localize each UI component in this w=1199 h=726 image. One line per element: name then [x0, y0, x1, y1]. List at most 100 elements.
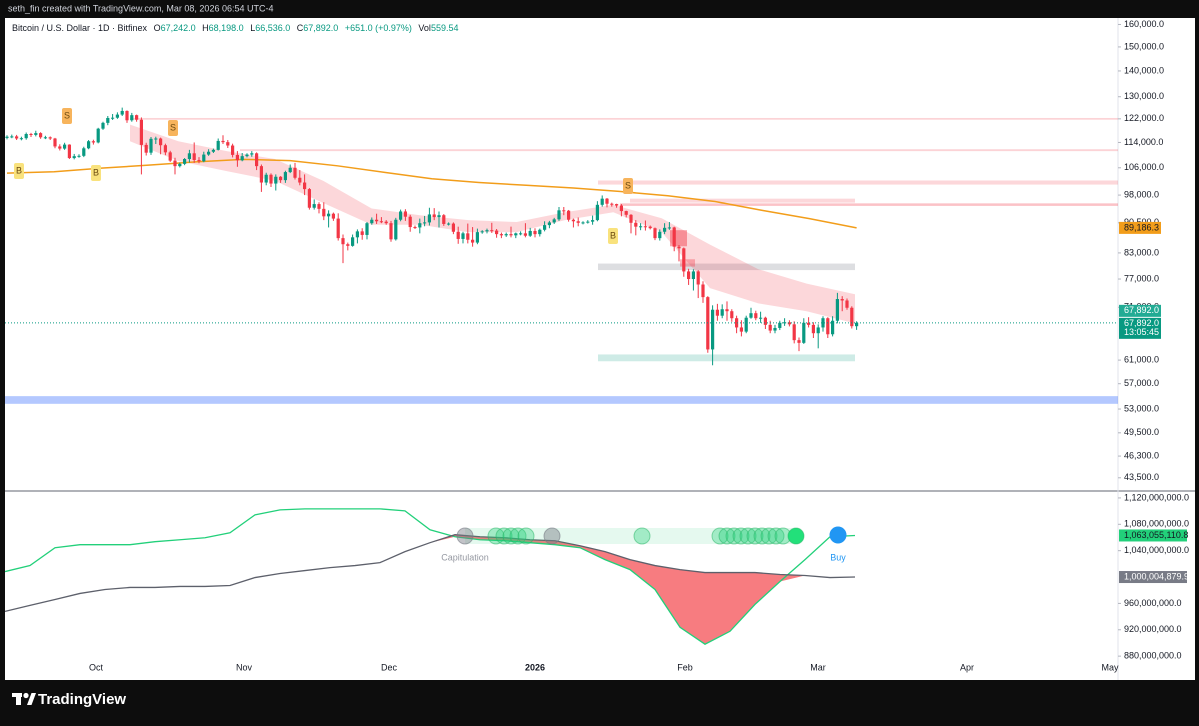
candle-body	[403, 211, 407, 217]
candle-body	[850, 307, 854, 327]
cloud	[130, 124, 855, 324]
candle-body	[226, 142, 230, 146]
candle-body	[485, 230, 489, 232]
candle-body	[499, 234, 503, 236]
candle-body	[235, 154, 239, 161]
candle-body	[495, 230, 499, 235]
candle-body	[739, 327, 743, 332]
candle-body	[475, 232, 479, 243]
legend-key: C	[297, 23, 304, 33]
candle-body	[423, 222, 427, 224]
candle-body	[672, 227, 676, 247]
signal-dot	[456, 527, 474, 545]
candle-body	[360, 231, 364, 235]
candle-body	[754, 313, 758, 319]
candle-body	[552, 219, 556, 223]
last-price-label: 67,892.0	[1124, 305, 1159, 315]
candle-body	[783, 322, 787, 324]
candle-body	[456, 231, 460, 239]
candle-body	[768, 324, 772, 331]
candle-body	[451, 223, 455, 232]
y-tick-label: 53,000.0	[1124, 403, 1159, 413]
candle-body	[327, 213, 331, 217]
candle-body	[653, 228, 657, 239]
candle-body	[274, 176, 278, 184]
signal-badge	[608, 228, 618, 244]
y-tick-label: 122,000.0	[1124, 113, 1164, 123]
candle-body	[807, 322, 811, 325]
candle-body	[351, 237, 355, 246]
signal-dot	[543, 527, 561, 545]
annotation: Buy	[830, 552, 846, 562]
candle-body	[677, 246, 681, 249]
bar-countdown: 13:05:45	[1124, 327, 1159, 337]
y-tick-label: 960,000,000.0	[1124, 598, 1182, 608]
candle-body	[183, 159, 187, 164]
zone	[598, 263, 855, 271]
candle-body	[82, 148, 86, 156]
y-tick-label: 98,000.0	[1124, 189, 1159, 199]
candle-body	[749, 313, 753, 318]
brand-name: TradingView	[38, 691, 126, 708]
signal-dot	[746, 527, 764, 545]
zone	[598, 354, 855, 362]
x-tick-label: Dec	[381, 662, 398, 672]
candle-body	[331, 213, 335, 219]
y-tick-label: 150,000.0	[1124, 41, 1164, 51]
legend-key: L	[250, 23, 255, 33]
oscillator-pane	[5, 508, 856, 645]
candle-body	[336, 218, 340, 239]
signal-dot	[517, 527, 535, 545]
candle-body	[418, 223, 422, 228]
candle-body	[72, 156, 76, 159]
last-price-box	[1119, 304, 1161, 317]
signal-badge	[168, 120, 178, 136]
y-tick-label: 114,000.0	[1124, 137, 1163, 147]
candle-body	[490, 230, 494, 232]
last-price-box	[1119, 317, 1161, 339]
candle-body	[437, 215, 441, 218]
candle-body	[581, 222, 585, 224]
candle-body	[557, 210, 561, 220]
candle-body	[346, 244, 350, 246]
candle-body	[399, 211, 403, 220]
y-tick-label: 57,000.0	[1124, 378, 1159, 388]
candle-body	[58, 146, 62, 149]
series-value-box	[1119, 571, 1187, 584]
candle-body	[48, 137, 52, 139]
candle-body	[725, 309, 729, 312]
candle-body	[792, 324, 796, 341]
candle-body	[19, 138, 23, 140]
y-tick-label: 920,000,000.0	[1124, 624, 1182, 634]
legend-value: 68,198.0	[209, 23, 244, 33]
signal-dot	[767, 527, 785, 545]
annotation: Capitulation	[441, 552, 489, 562]
x-tick-label: Feb	[677, 662, 693, 672]
legend-key: O	[154, 23, 161, 33]
y-tick-label: 1,120,000,000.0	[1124, 492, 1189, 502]
candle-body	[634, 222, 638, 227]
candle-body	[504, 234, 508, 236]
candle-body	[480, 231, 484, 233]
x-tick-label: May	[1101, 662, 1119, 672]
candle-body	[355, 231, 359, 238]
candle-body	[250, 153, 254, 155]
candle-body	[154, 138, 158, 140]
caption: seth_fin created with TradingView.com, M…	[8, 3, 273, 13]
y-tick-label: 106,000.0	[1124, 162, 1164, 172]
signal-label: B	[610, 230, 616, 240]
price-pane: S S S B B B	[5, 107, 1118, 404]
candle-body	[394, 219, 398, 240]
candle-body	[370, 219, 374, 224]
candle-body	[547, 222, 551, 226]
y-tick-label: 49,500.0	[1124, 427, 1159, 437]
candle-body	[187, 153, 191, 160]
candle-body	[831, 320, 835, 335]
candle-body	[735, 318, 739, 328]
signal-dot	[711, 527, 729, 545]
candle-body	[711, 309, 715, 350]
zone	[240, 149, 1118, 152]
candle-body	[567, 210, 571, 220]
y-tick-label: 130,000.0	[1124, 91, 1164, 101]
